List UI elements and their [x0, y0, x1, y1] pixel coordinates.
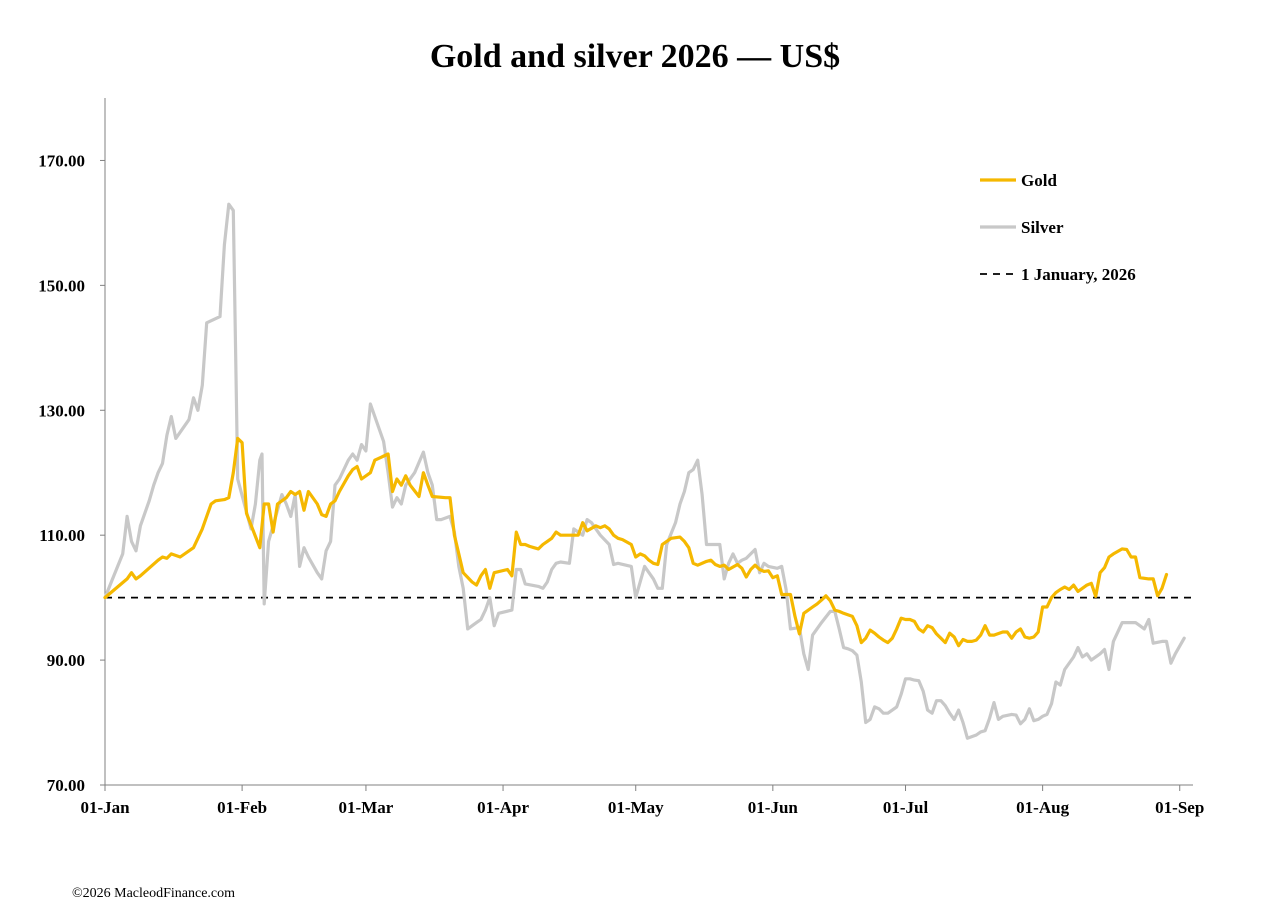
y-tick-label: 110.00	[39, 526, 85, 545]
y-tick-label: 170.00	[38, 151, 85, 170]
copyright-footer: ©2026 MacleodFinance.com	[72, 886, 236, 901]
legend-label-silver: Silver	[1021, 218, 1064, 237]
series-layer	[103, 202, 1186, 740]
legend-label-gold: Gold	[1021, 171, 1057, 190]
x-tick-label: 01-Apr	[477, 798, 529, 817]
silver-series-line	[103, 202, 1186, 740]
axes: 70.00 90.00 110.00 130.00 150.00 170.00 01-Jan…	[38, 98, 1204, 817]
x-tick-label: 01-May	[608, 798, 664, 817]
x-tick-label: 01-Jan	[80, 798, 130, 817]
x-tick-label: 01-Jun	[748, 798, 799, 817]
legend-label-baseline: 1 January, 2026	[1021, 265, 1136, 284]
x-tick-label: 01-Jul	[883, 798, 929, 817]
chart-title: Gold and silver 2026 — US$	[429, 38, 841, 75]
x-tick-label: 01-Mar	[339, 798, 394, 817]
x-tick-label: 01-Sep	[1155, 798, 1204, 817]
gold-series-line	[103, 436, 1169, 648]
y-tick-label: 90.00	[47, 651, 85, 670]
y-tick-label: 70.00	[47, 776, 85, 795]
x-tick-label: 01-Aug	[1016, 798, 1069, 817]
y-tick-label: 150.00	[38, 276, 85, 295]
legend: Gold Silver 1 January, 2026	[980, 171, 1136, 284]
x-tick-label: 01-Feb	[217, 798, 267, 817]
y-tick-label: 130.00	[38, 401, 85, 420]
